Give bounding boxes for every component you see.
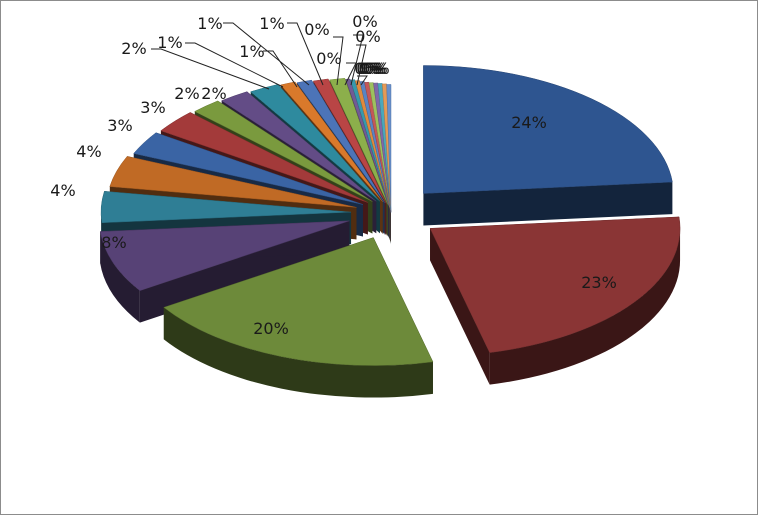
data-label: 1% bbox=[259, 14, 284, 33]
pie-slice bbox=[368, 82, 391, 211]
leader-line bbox=[287, 22, 324, 86]
data-label: 1% bbox=[197, 14, 222, 33]
pie-slice bbox=[364, 81, 391, 210]
data-label: 1% bbox=[239, 42, 264, 61]
leader-line bbox=[263, 50, 298, 88]
pie-slice bbox=[163, 237, 434, 366]
data-label: 4% bbox=[76, 142, 101, 161]
data-label: 0% bbox=[355, 27, 380, 46]
data-label: 0% bbox=[364, 59, 389, 78]
data-label: 0% bbox=[304, 20, 329, 39]
pie-slice bbox=[100, 191, 352, 224]
data-label: 0% bbox=[358, 59, 383, 78]
data-label: 2% bbox=[201, 84, 226, 103]
pie-slice bbox=[133, 132, 364, 205]
data-label: 0% bbox=[354, 59, 379, 78]
pie-slice bbox=[423, 65, 673, 194]
leader-line bbox=[333, 36, 344, 86]
pie-slice bbox=[373, 82, 392, 211]
leader-lines bbox=[151, 22, 368, 90]
pie-slice bbox=[99, 220, 350, 291]
slice-tops bbox=[99, 65, 681, 366]
pie-slice bbox=[382, 83, 392, 212]
data-label: 0% bbox=[360, 59, 385, 78]
pie-slice bbox=[354, 80, 390, 208]
data-label: 3% bbox=[107, 116, 132, 135]
leader-line bbox=[356, 44, 367, 86]
pie-slice-rim bbox=[489, 228, 681, 385]
data-label: 24% bbox=[511, 113, 547, 132]
pie-slice bbox=[377, 83, 392, 212]
pie-slice bbox=[280, 81, 383, 202]
leader-line bbox=[151, 48, 270, 90]
data-label: 20% bbox=[253, 319, 289, 338]
data-label: 3% bbox=[140, 98, 165, 117]
pie-slice bbox=[329, 78, 389, 205]
leader-line bbox=[357, 75, 368, 86]
data-label: 0% bbox=[356, 59, 381, 78]
data-label: 0% bbox=[362, 59, 387, 78]
pie-slice-rim bbox=[100, 231, 140, 323]
data-label: 0% bbox=[316, 49, 341, 68]
pie-slice bbox=[109, 156, 357, 208]
pie-slice-wall bbox=[430, 228, 490, 385]
data-label: 0% bbox=[352, 12, 377, 31]
pie-slice bbox=[160, 112, 368, 203]
leader-line bbox=[350, 34, 364, 86]
leader-line bbox=[223, 22, 310, 86]
pie-slice-rim bbox=[163, 307, 433, 398]
data-labels: 24% 23% 20% 8% 4% 4% 3% 3% 2% 2% 2% 1% 1… bbox=[50, 12, 616, 338]
data-label: 4% bbox=[50, 181, 75, 200]
data-label: 23% bbox=[581, 273, 617, 292]
pie-slice bbox=[386, 84, 392, 213]
data-label: 2% bbox=[121, 39, 146, 58]
pie-slice bbox=[194, 100, 373, 202]
data-label: 2% bbox=[174, 84, 199, 103]
pie-slice bbox=[359, 81, 391, 209]
pie-slice bbox=[221, 91, 377, 202]
leader-line bbox=[185, 42, 284, 88]
pie-slice-wall bbox=[423, 182, 673, 226]
pie-slice bbox=[429, 216, 681, 353]
data-label: 8% bbox=[101, 233, 126, 252]
data-label: 1% bbox=[157, 33, 182, 52]
